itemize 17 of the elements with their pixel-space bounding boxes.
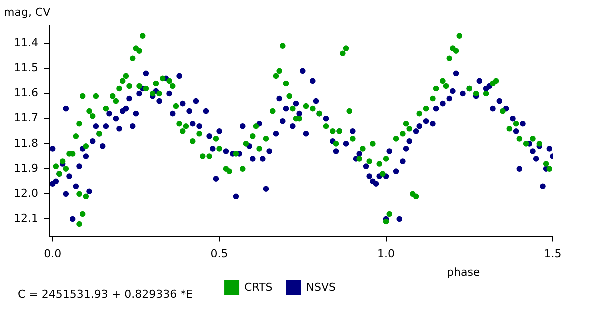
- legend-label: NSVS: [306, 280, 336, 294]
- y-tick-label: 11.7: [14, 112, 38, 125]
- x-tick-label: 0.5: [210, 247, 228, 260]
- x-axis-title: phase: [447, 266, 480, 279]
- y-tick-label: 11.9: [14, 162, 38, 175]
- y-tick-label: 11.6: [14, 86, 38, 100]
- x-tick-label: 1.0: [378, 247, 396, 260]
- y-axis-title: mag, CV: [4, 6, 51, 19]
- x-tick-label: 0.0: [44, 247, 62, 260]
- y-tick-label: 11.4: [14, 36, 38, 50]
- text: C = 2451531.93 + 0.829336 *E: [18, 288, 194, 301]
- y-tick-label: 12.1: [14, 212, 38, 226]
- y-tick-label: 12.0: [14, 186, 38, 200]
- y-tick-label: 11.8: [14, 136, 38, 150]
- x-tick-label: 1.5: [544, 247, 562, 260]
- y-tick-label: 11.5: [14, 62, 38, 75]
- legend-label: CRTS: [244, 280, 273, 294]
